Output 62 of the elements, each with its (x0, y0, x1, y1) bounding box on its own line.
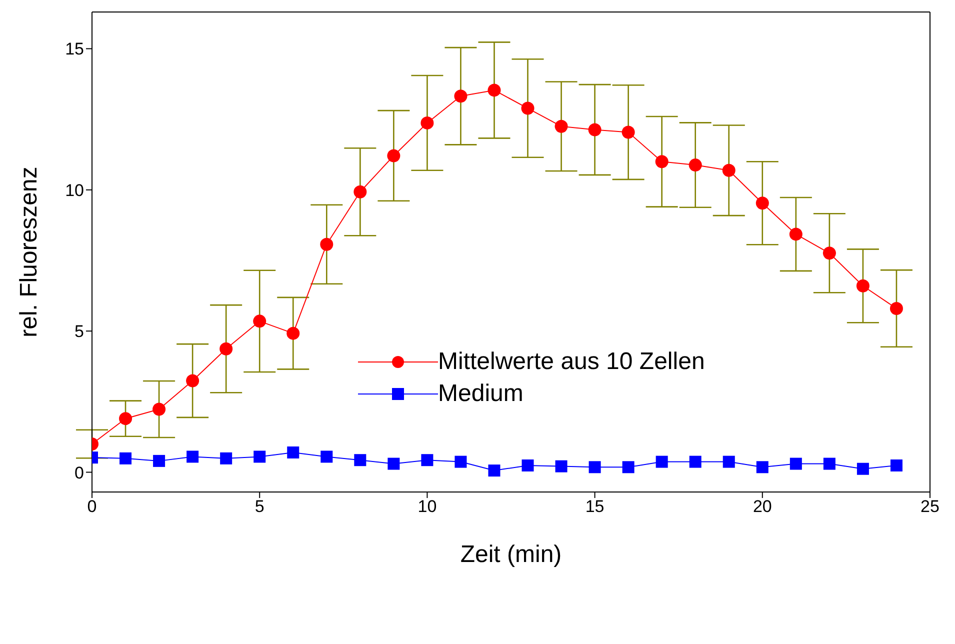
point (655, 155, 668, 168)
point (554, 120, 568, 133)
point (790, 458, 802, 470)
x-tick-label: 15 (585, 497, 604, 516)
point (320, 450, 333, 463)
x-tick-label: 0 (87, 497, 97, 516)
point (588, 461, 601, 474)
x-axis-title: Zeit (min) (460, 541, 562, 568)
point (119, 412, 132, 426)
point (152, 402, 166, 416)
point (488, 84, 501, 97)
point (320, 238, 334, 251)
point (354, 185, 367, 198)
point (354, 454, 366, 466)
point (756, 461, 768, 474)
point (722, 164, 736, 177)
x-tick-label: 5 (254, 497, 264, 516)
y-tick-label: 5 (74, 322, 84, 342)
point (521, 102, 534, 115)
point (688, 158, 702, 172)
y-tick-label: 15 (65, 40, 84, 59)
point (756, 196, 769, 210)
point (286, 326, 300, 340)
point (856, 279, 870, 292)
y-tick-label: 0 (74, 463, 84, 482)
y-axis-title: rel. Fluoreszenz (16, 166, 43, 338)
point (220, 342, 233, 356)
point (287, 446, 300, 458)
point (588, 123, 602, 136)
x-tick-label: 25 (920, 497, 940, 516)
point (186, 450, 199, 463)
point (622, 126, 635, 139)
point (186, 374, 200, 388)
point (253, 314, 266, 328)
point (789, 228, 802, 241)
point (890, 302, 903, 315)
y-tick-label: 10 (65, 180, 84, 200)
point (421, 454, 434, 466)
point (454, 456, 467, 468)
point (656, 456, 668, 468)
point (387, 149, 400, 162)
point (822, 246, 836, 260)
point (890, 459, 902, 472)
point (120, 452, 132, 464)
point (454, 90, 468, 103)
point (220, 452, 232, 464)
legend-label: Medium (438, 380, 524, 408)
point (522, 459, 534, 472)
x-tick-label: 10 (418, 497, 437, 516)
legend-label: Mittelwerte aus 10 Zellen (438, 348, 705, 376)
point (722, 456, 735, 468)
point (153, 454, 166, 467)
point (420, 116, 434, 130)
x-tick-label: 20 (752, 497, 772, 516)
point (823, 458, 836, 470)
point (388, 458, 400, 470)
point (488, 464, 500, 477)
point (689, 456, 702, 468)
point (622, 461, 634, 474)
point (856, 462, 869, 475)
point (254, 450, 266, 463)
point (555, 460, 568, 472)
